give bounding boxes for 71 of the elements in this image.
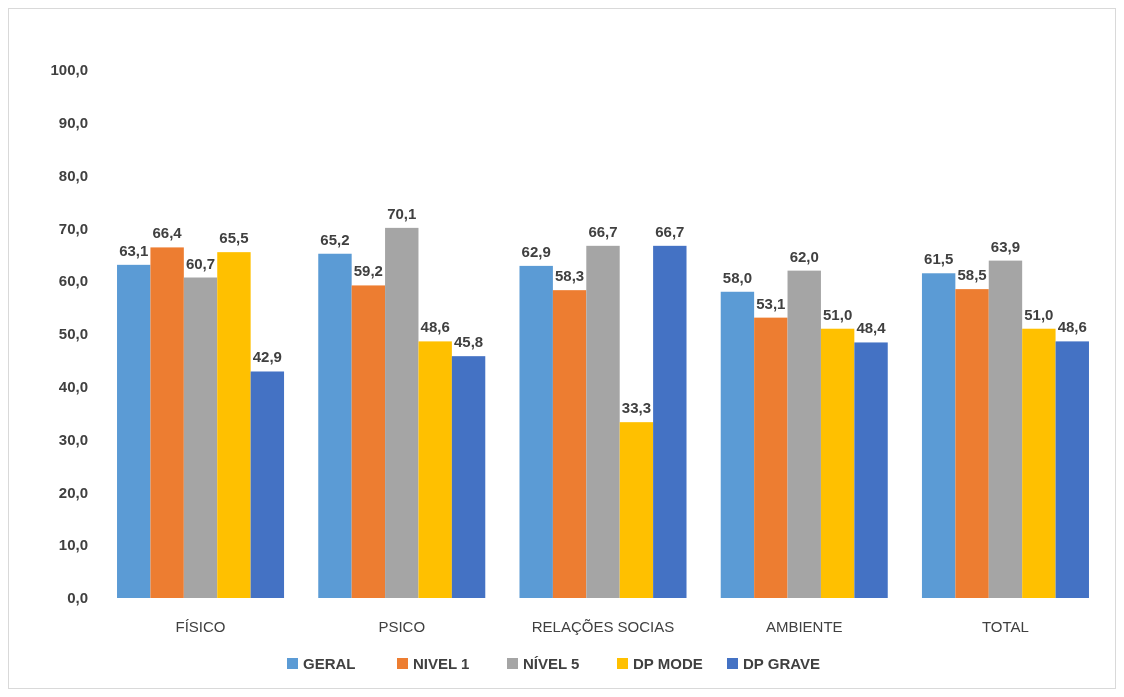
bar <box>519 265 553 598</box>
bar <box>150 247 184 598</box>
bar <box>351 285 386 598</box>
data-label: 66,7 <box>655 222 685 240</box>
data-label: 48,6 <box>1057 318 1087 336</box>
bar <box>250 371 285 598</box>
data-label: 58,0 <box>722 268 753 286</box>
data-label: 51,0 <box>823 305 853 323</box>
y-tick-label: 50,0 <box>58 325 88 343</box>
bar <box>1022 328 1056 598</box>
bar <box>385 227 419 598</box>
legend-label: DP MODE <box>633 655 703 673</box>
bar <box>1055 341 1089 598</box>
bar <box>117 264 151 598</box>
y-tick-label: 100,0 <box>50 61 88 79</box>
bar <box>653 245 687 598</box>
y-tick-label: 90,0 <box>58 114 88 132</box>
bar <box>619 422 654 598</box>
y-tick-label: 30,0 <box>58 430 88 448</box>
bar <box>418 341 452 598</box>
data-label: 48,4 <box>856 319 887 337</box>
y-tick-label: 70,0 <box>58 219 88 237</box>
bar <box>988 260 1023 598</box>
data-label: 42,9 <box>252 348 282 366</box>
x-tick-label: PSICO <box>378 618 426 635</box>
data-label: 58,3 <box>554 267 585 285</box>
data-label: 66,4 <box>152 224 183 242</box>
legend-label: GERAL <box>303 655 356 673</box>
x-tick-label: AMBIENTE <box>765 618 843 635</box>
data-label: 63,1 <box>119 241 149 259</box>
data-label: 70,1 <box>387 204 417 222</box>
bar <box>318 253 352 598</box>
bar <box>552 290 587 598</box>
y-tick-label: 0,0 <box>67 589 88 607</box>
data-label: 59,2 <box>353 262 383 280</box>
data-label: 53,1 <box>756 294 786 312</box>
data-label: 51,0 <box>1024 305 1054 323</box>
data-label: 63,9 <box>990 237 1021 255</box>
data-label: 65,5 <box>219 229 249 247</box>
bar <box>754 317 788 598</box>
data-label: 48,6 <box>420 318 450 336</box>
bar <box>217 252 251 598</box>
y-tick-label: 10,0 <box>58 536 88 554</box>
bar <box>183 277 218 598</box>
legend-label: DP GRAVE <box>743 655 820 673</box>
bar <box>854 342 888 598</box>
bar <box>720 291 755 598</box>
bar <box>921 273 956 598</box>
bar <box>955 289 989 598</box>
data-label: 62,9 <box>521 242 551 260</box>
data-label: 66,7 <box>588 222 618 240</box>
legend-label: NIVEL 1 <box>413 655 470 673</box>
y-tick-label: 40,0 <box>58 378 88 396</box>
x-tick-label: TOTAL <box>981 618 1029 635</box>
data-label: 62,0 <box>789 247 819 265</box>
legend-label: NÍVEL 5 <box>523 655 580 673</box>
data-label: 33,3 <box>621 399 652 417</box>
bar <box>787 270 821 598</box>
data-label: 45,8 <box>453 333 484 351</box>
bar <box>820 328 855 598</box>
bar <box>586 245 620 598</box>
data-label: 65,2 <box>320 230 350 248</box>
data-label: 61,5 <box>924 250 954 268</box>
y-tick-label: 80,0 <box>58 166 88 184</box>
x-tick-label: RELAÇÕES SOCIAS <box>531 618 675 635</box>
bar <box>451 356 486 598</box>
y-tick-label: 60,0 <box>58 272 88 290</box>
x-tick-label: FÍSICO <box>175 618 226 635</box>
y-tick-label: 20,0 <box>58 483 88 501</box>
data-label: 60,7 <box>185 254 216 272</box>
data-label: 58,5 <box>957 266 987 284</box>
